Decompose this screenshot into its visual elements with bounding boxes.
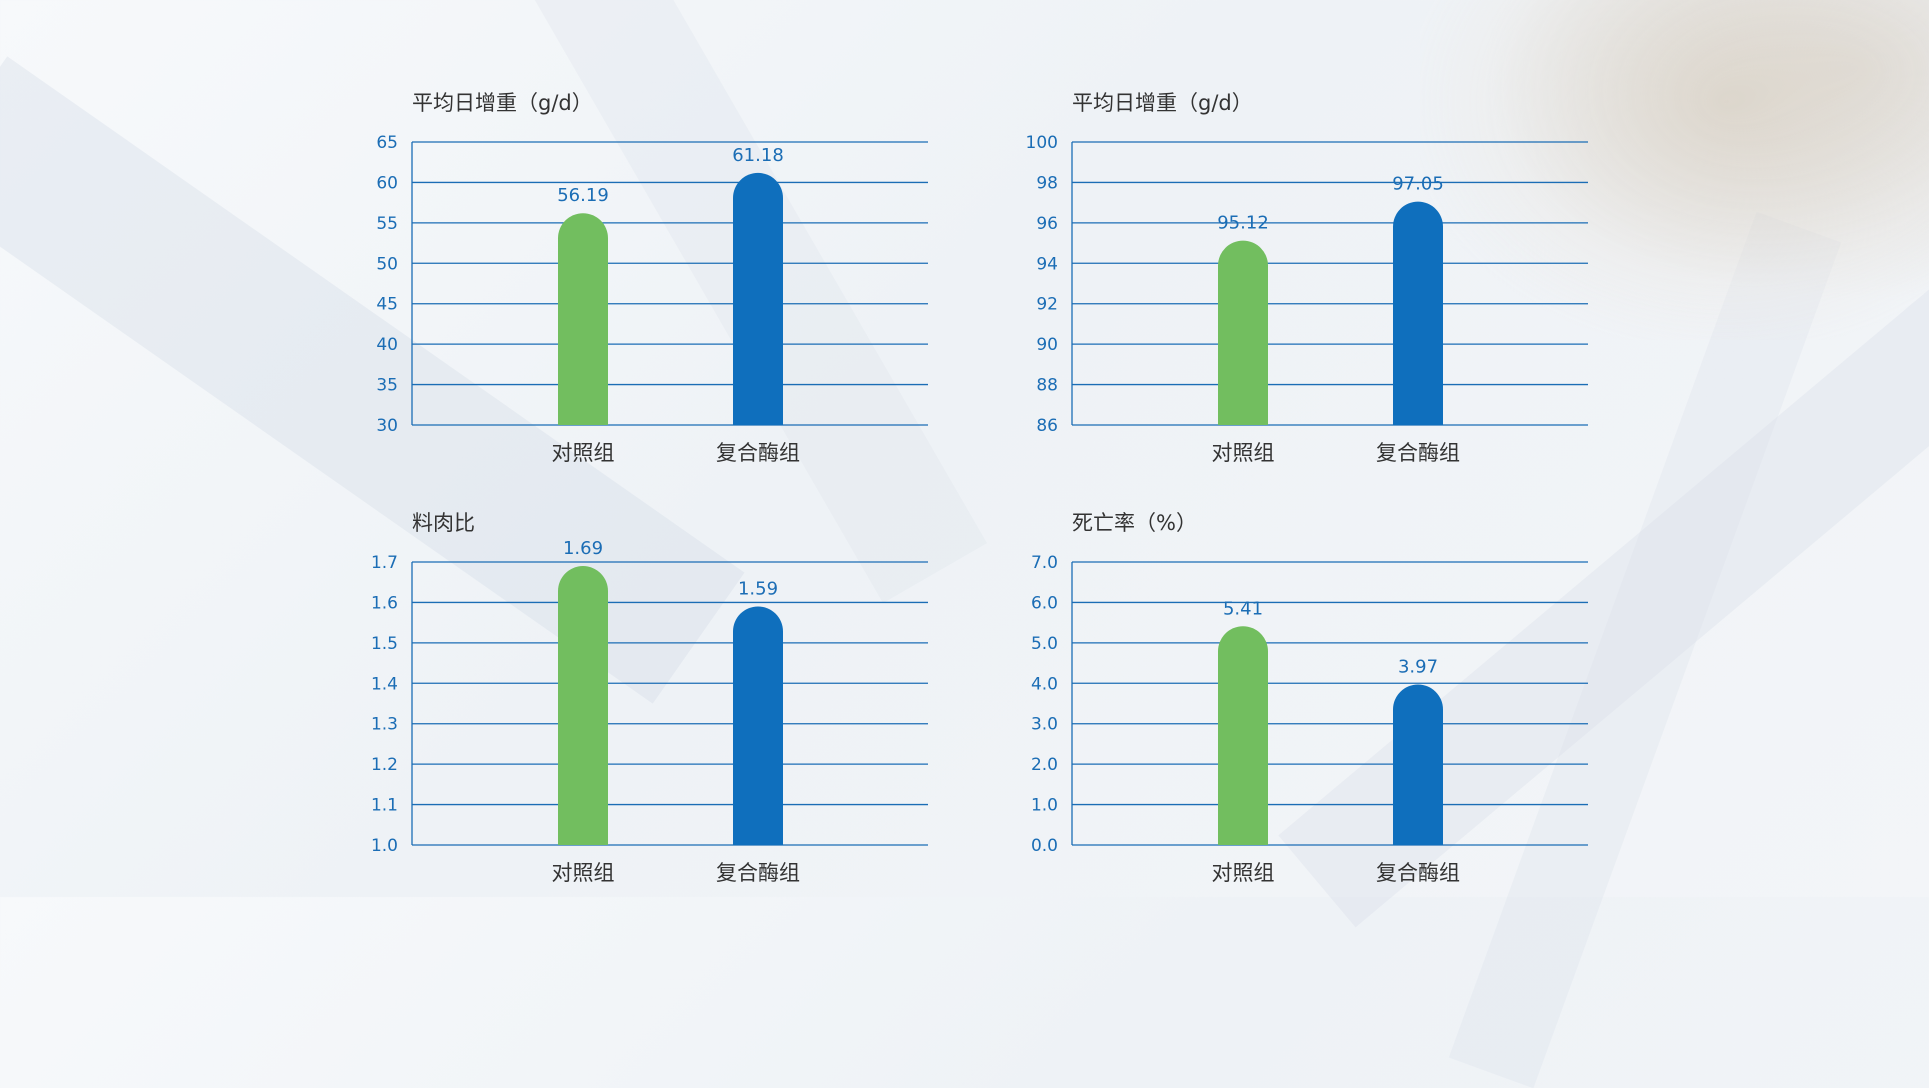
chart-svg: 平均日增重（g/d） 86 88 90 92 94 96 98 100 95.12 对照组 97.05…: [1026, 91, 1588, 465]
bar-enzyme: [733, 172, 783, 425]
y-tick-label: 1.6: [371, 593, 398, 613]
chart-feed-ratio: 料肉比 1.0 1.1 1.2 1.3 1.4 1.5 1.6 1.7 1.69 对照组 1.59 复合…: [360, 500, 928, 920]
bar-value-label: 61.18: [732, 145, 784, 166]
x-category-label: 对照组: [1212, 441, 1275, 465]
y-tick-label: 86: [1036, 416, 1058, 436]
y-tick-label: 92: [1036, 295, 1058, 315]
bar-value-label: 1.59: [738, 578, 778, 599]
chart-daily-gain-2: 平均日增重（g/d） 86 88 90 92 94 96 98 100 95.12 对照组 97.05…: [1020, 80, 1588, 500]
y-tick-label: 88: [1036, 376, 1058, 396]
y-tick-label: 45: [376, 295, 398, 315]
bar-enzyme: [1393, 201, 1443, 425]
bar-control: [558, 213, 608, 425]
y-tick-label: 7.0: [1031, 553, 1058, 573]
y-tick-label: 6.0: [1031, 593, 1058, 613]
y-tick-label: 40: [376, 335, 398, 355]
chickens-photo: [1420, 0, 1929, 340]
y-tick-label: 1.4: [371, 674, 398, 694]
y-tick-label: 0.0: [1031, 836, 1058, 856]
y-tick-label: 90: [1036, 335, 1058, 355]
y-tick-label: 96: [1036, 214, 1058, 234]
y-tick-label: 50: [376, 254, 398, 274]
y-tick-label: 1.1: [371, 796, 398, 816]
bar-control: [1218, 626, 1268, 845]
y-tick-label: 1.0: [371, 836, 398, 856]
bar-value-label: 5.41: [1223, 598, 1263, 619]
y-tick-label: 55: [376, 214, 398, 234]
x-category-label: 复合酶组: [1376, 441, 1460, 465]
x-category-label: 对照组: [552, 441, 615, 465]
x-category-label: 复合酶组: [716, 441, 800, 465]
chart-svg: 平均日增重（g/d） 30 35 40 45 50 55 60 65 56.19 对照组 61.18 复…: [376, 91, 928, 465]
bar-value-label: 1.69: [563, 538, 603, 559]
y-tick-label: 1.5: [371, 634, 398, 654]
y-tick-label: 1.2: [371, 755, 398, 775]
y-tick-label: 2.0: [1031, 755, 1058, 775]
y-tick-label: 30: [376, 416, 398, 436]
bar-value-label: 56.19: [557, 185, 609, 206]
chart-title: 料肉比: [412, 511, 475, 535]
y-tick-label: 98: [1036, 173, 1058, 193]
y-tick-label: 60: [376, 173, 398, 193]
bar-value-label: 95.12: [1217, 213, 1269, 234]
chart-title: 平均日增重（g/d）: [412, 91, 593, 115]
chart-title: 平均日增重（g/d）: [1072, 91, 1253, 115]
y-tick-label: 1.7: [371, 553, 398, 573]
chart-title: 死亡率（%）: [1072, 511, 1197, 535]
y-tick-label: 94: [1036, 254, 1058, 274]
x-category-label: 对照组: [552, 861, 615, 885]
y-tick-label: 65: [376, 133, 398, 153]
chart-svg: 料肉比 1.0 1.1 1.2 1.3 1.4 1.5 1.6 1.7 1.69 对照组 1.59 复合…: [371, 511, 928, 885]
bar-control: [558, 566, 608, 845]
bar-enzyme: [1393, 684, 1443, 845]
y-tick-label: 1.0: [1031, 796, 1058, 816]
y-tick-label: 3.0: [1031, 715, 1058, 735]
bar-value-label: 3.97: [1398, 656, 1438, 677]
x-category-label: 复合酶组: [716, 861, 800, 885]
chart-svg: 死亡率（%） 0.0 1.0 2.0 3.0 4.0 5.0 6.0 7.0 5.41 对照组 3.9…: [1031, 511, 1588, 885]
y-tick-label: 1.3: [371, 715, 398, 735]
x-category-label: 复合酶组: [1376, 861, 1460, 885]
y-tick-label: 100: [1026, 133, 1058, 153]
y-tick-label: 5.0: [1031, 634, 1058, 654]
y-tick-label: 4.0: [1031, 674, 1058, 694]
bar-control: [1218, 240, 1268, 425]
y-tick-label: 35: [376, 376, 398, 396]
chart-daily-gain-1: 平均日增重（g/d） 30 35 40 45 50 55 60 65 56.19 对照组 61.18 复…: [360, 80, 928, 500]
x-category-label: 对照组: [1212, 861, 1275, 885]
chart-mortality: 死亡率（%） 0.0 1.0 2.0 3.0 4.0 5.0 6.0 7.0 5.41 对照组 3.9…: [1020, 500, 1588, 920]
bar-enzyme: [733, 606, 783, 845]
bar-value-label: 97.05: [1392, 174, 1444, 195]
